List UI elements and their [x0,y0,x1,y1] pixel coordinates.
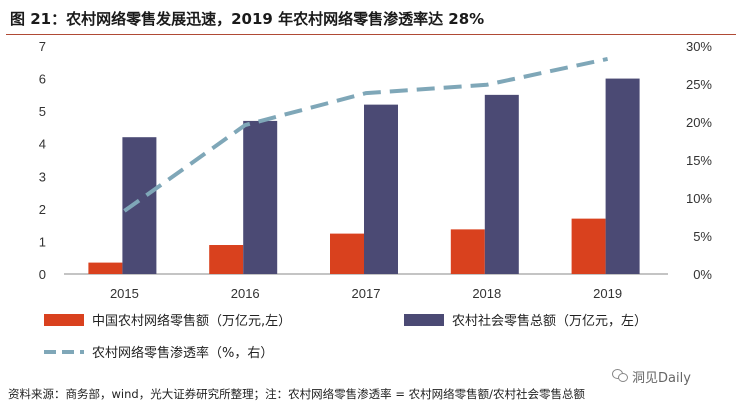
watermark: 洞见Daily [612,366,691,386]
x-axis-tick-label: 2018 [472,286,501,301]
plot-area: 0 1 2 3 4 5 6 7 0% 5% 10% 15% 20% 25% 30% 2015 2016 2017 2… [39,39,713,301]
bar-rural-total-retail [122,137,157,274]
right-axis-tick-label: 0% [693,267,712,282]
wechat-icon [612,369,628,383]
left-axis-tick-label: 2 [39,202,46,217]
left-axis-tick-label: 1 [39,234,46,249]
legend-item-total-retail-swatch [404,314,444,326]
legend-item-penetration-rate-label: 农村网络零售渗透率（%，右） [92,345,273,361]
right-axis-tick-label: 20% [686,115,712,130]
bar-rural-online-retail [88,262,123,274]
bar-rural-total-retail [364,104,398,274]
watermark-label: 洞见Daily [632,370,691,386]
left-axis-tick-label: 5 [39,104,46,119]
x-axis-tick-label: 2016 [231,286,260,301]
source-note: 资料来源：商务部，wind，光大证券研究所整理；注：农村网络零售渗透率 = 农村… [8,387,586,401]
title-divider [6,34,736,35]
x-axis-tick-label: 2015 [110,286,139,301]
legend: 中国农村网络零售额（万亿元,左） 农村社会零售总额（万亿元，左） 农村网络零售渗透率… [44,313,647,361]
legend-item-online-retail-label: 中国农村网络零售额（万亿元,左） [92,313,291,329]
right-axis-tick-label: 30% [686,39,712,54]
legend-item-online-retail-swatch [44,314,84,326]
bar-rural-online-retail [330,233,364,274]
bar-rural-total-retail [243,120,278,275]
right-axis-tick-label: 25% [686,77,712,92]
x-axis-tick-label: 2017 [352,286,381,301]
bar-rural-online-retail [450,229,485,274]
bar-rural-total-retail [484,94,519,274]
bar-rural-online-retail [209,245,244,274]
bar-rural-total-retail [605,78,640,274]
bar-rural-online-retail [571,218,606,274]
left-axis-tick-label: 3 [39,169,46,184]
left-axis-tick-label: 6 [39,72,46,87]
left-axis-tick-label: 7 [39,39,46,54]
legend-item-total-retail-label: 农村社会零售总额（万亿元，左） [452,313,647,329]
x-axis-tick-label: 2019 [593,286,622,301]
left-axis-tick-label: 4 [39,137,46,152]
left-axis-tick-label: 0 [39,267,46,282]
right-axis-tick-label: 5% [693,229,712,244]
right-axis-tick-label: 15% [686,153,712,168]
right-axis-tick-label: 10% [686,191,712,206]
chart-title: 图 21：农村网络零售发展迅速，2019 年农村网络零售渗透率达 28% [10,10,485,28]
